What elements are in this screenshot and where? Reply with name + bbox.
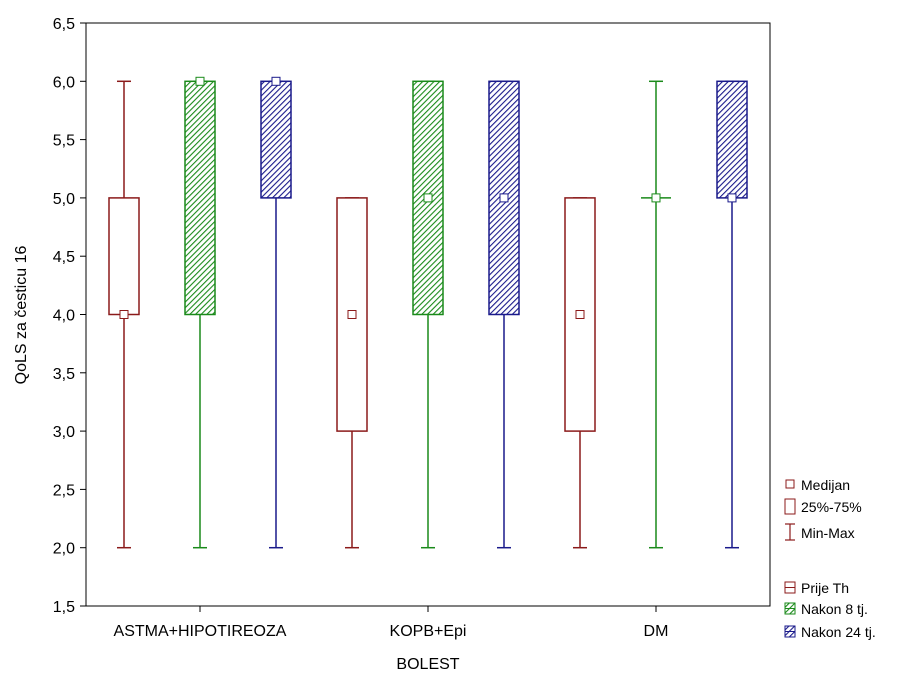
y-tick-label: 1,5 bbox=[53, 599, 75, 616]
median-marker bbox=[271, 76, 281, 86]
median-marker bbox=[727, 193, 737, 203]
y-tick-label: 5,0 bbox=[53, 191, 75, 208]
legend-label: Min-Max bbox=[801, 525, 855, 541]
y-axis-title: QoLS za česticu 16 bbox=[13, 246, 30, 385]
x-tick-label: DM bbox=[644, 623, 669, 640]
box-plot bbox=[260, 76, 292, 549]
y-tick-label: 2,0 bbox=[53, 541, 75, 558]
x-tick-label: KOPB+Epi bbox=[390, 623, 467, 640]
y-tick-label: 6,5 bbox=[53, 16, 75, 33]
y-tick-label: 5,5 bbox=[53, 133, 75, 150]
iqr-box bbox=[716, 80, 748, 199]
y-tick-label: 3,0 bbox=[53, 424, 75, 441]
box-plot bbox=[108, 80, 140, 549]
x-tick-label: ASTMA+HIPOTIREOZA bbox=[114, 623, 287, 640]
box-plot bbox=[716, 80, 748, 549]
median-marker bbox=[423, 193, 433, 203]
y-axis: 1,5 2,0 2,5 3,0 3,5 4,0 4,5 5,0 5,5 6,0 6,5 bbox=[53, 16, 86, 616]
legend-median-icon bbox=[785, 479, 795, 489]
iqr-box bbox=[108, 197, 140, 316]
y-tick-label: 4,5 bbox=[53, 249, 75, 266]
box-plot bbox=[641, 80, 671, 549]
box-plot bbox=[488, 80, 520, 549]
median-marker bbox=[499, 193, 509, 203]
legend-series-label: Nakon 8 tj. bbox=[801, 601, 868, 617]
y-tick-label: 3,5 bbox=[53, 366, 75, 383]
legend-series-label: Nakon 24 tj. bbox=[801, 624, 876, 640]
legend-label: 25%-75% bbox=[801, 499, 862, 515]
legend-label: Medijan bbox=[801, 477, 850, 493]
x-axis: ASTMA+HIPOTIREOZA KOPB+Epi DM bbox=[114, 606, 669, 640]
legend-iqr-icon bbox=[784, 498, 796, 515]
median-marker bbox=[575, 310, 585, 319]
iqr-box bbox=[260, 80, 292, 199]
box-plot bbox=[336, 197, 368, 549]
y-tick-label: 4,0 bbox=[53, 308, 75, 325]
x-axis-title: BOLEST bbox=[396, 656, 459, 673]
box-plot bbox=[412, 80, 444, 549]
box-plot bbox=[184, 76, 216, 549]
legend-series-label: Prije Th bbox=[801, 580, 849, 596]
box-series-group bbox=[108, 76, 748, 549]
iqr-box bbox=[184, 80, 216, 316]
legend: Medijan 25%-75% Min-Max Prije Th Nakon 8 tj.… bbox=[784, 477, 876, 640]
y-tick-label: 6,0 bbox=[53, 74, 75, 91]
median-marker bbox=[651, 193, 661, 203]
median-marker bbox=[195, 76, 205, 86]
median-marker bbox=[119, 310, 129, 319]
median-marker bbox=[347, 310, 357, 319]
box-plot bbox=[564, 197, 596, 549]
y-tick-label: 2,5 bbox=[53, 482, 75, 499]
